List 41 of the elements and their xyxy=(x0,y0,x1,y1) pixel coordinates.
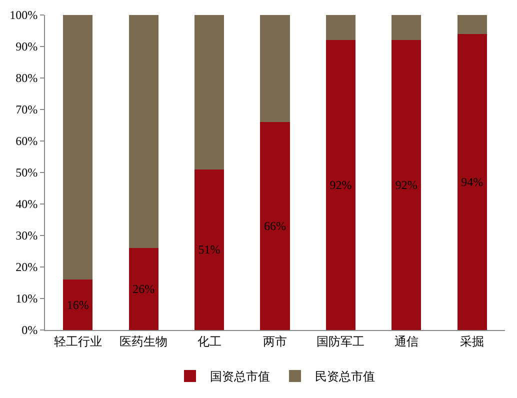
data-label: 94% xyxy=(461,174,484,189)
bar xyxy=(457,34,487,330)
x-tick-label: 通信 xyxy=(394,334,418,348)
bar xyxy=(63,15,93,280)
bar xyxy=(63,280,93,330)
bar xyxy=(457,15,487,34)
x-tick-label: 化工 xyxy=(197,334,222,348)
x-tick-label: 两市 xyxy=(263,334,287,348)
legend-label: 国资总市值 xyxy=(210,370,270,384)
y-tick-label: 0% xyxy=(22,323,38,338)
y-tick-label: 70% xyxy=(16,102,38,117)
data-label: 66% xyxy=(264,219,286,234)
data-label: 16% xyxy=(66,298,89,312)
legend-label: 民资总市值 xyxy=(315,370,375,384)
data-label: 92% xyxy=(330,178,352,192)
x-tick-label: 国防军工 xyxy=(316,334,365,348)
y-tick-label: 90% xyxy=(16,40,38,54)
bar xyxy=(128,248,158,330)
y-tick-label: 20% xyxy=(16,260,38,274)
y-tick-label: 50% xyxy=(16,166,38,180)
data-label: 92% xyxy=(395,178,418,192)
bar xyxy=(392,40,422,330)
y-tick-label: 80% xyxy=(16,71,38,86)
bar xyxy=(194,169,224,330)
x-tick-label: 医药生物 xyxy=(120,334,168,348)
data-label: 26% xyxy=(132,282,155,296)
y-tick-label: 100% xyxy=(10,8,38,22)
bar xyxy=(326,40,356,330)
bar xyxy=(392,15,422,40)
bar xyxy=(260,15,290,122)
bar xyxy=(260,122,290,330)
bar xyxy=(194,15,224,170)
y-tick-label: 10% xyxy=(16,292,38,306)
x-tick-label: 轻工行业 xyxy=(54,334,102,348)
bar xyxy=(326,15,356,40)
y-tick-label: 60% xyxy=(16,134,38,148)
data-label: 51% xyxy=(198,242,220,257)
bar xyxy=(128,15,158,248)
y-tick-label: 30% xyxy=(16,228,38,243)
x-tick-label: 采掘 xyxy=(460,334,484,348)
y-tick-label: 40% xyxy=(16,197,38,212)
